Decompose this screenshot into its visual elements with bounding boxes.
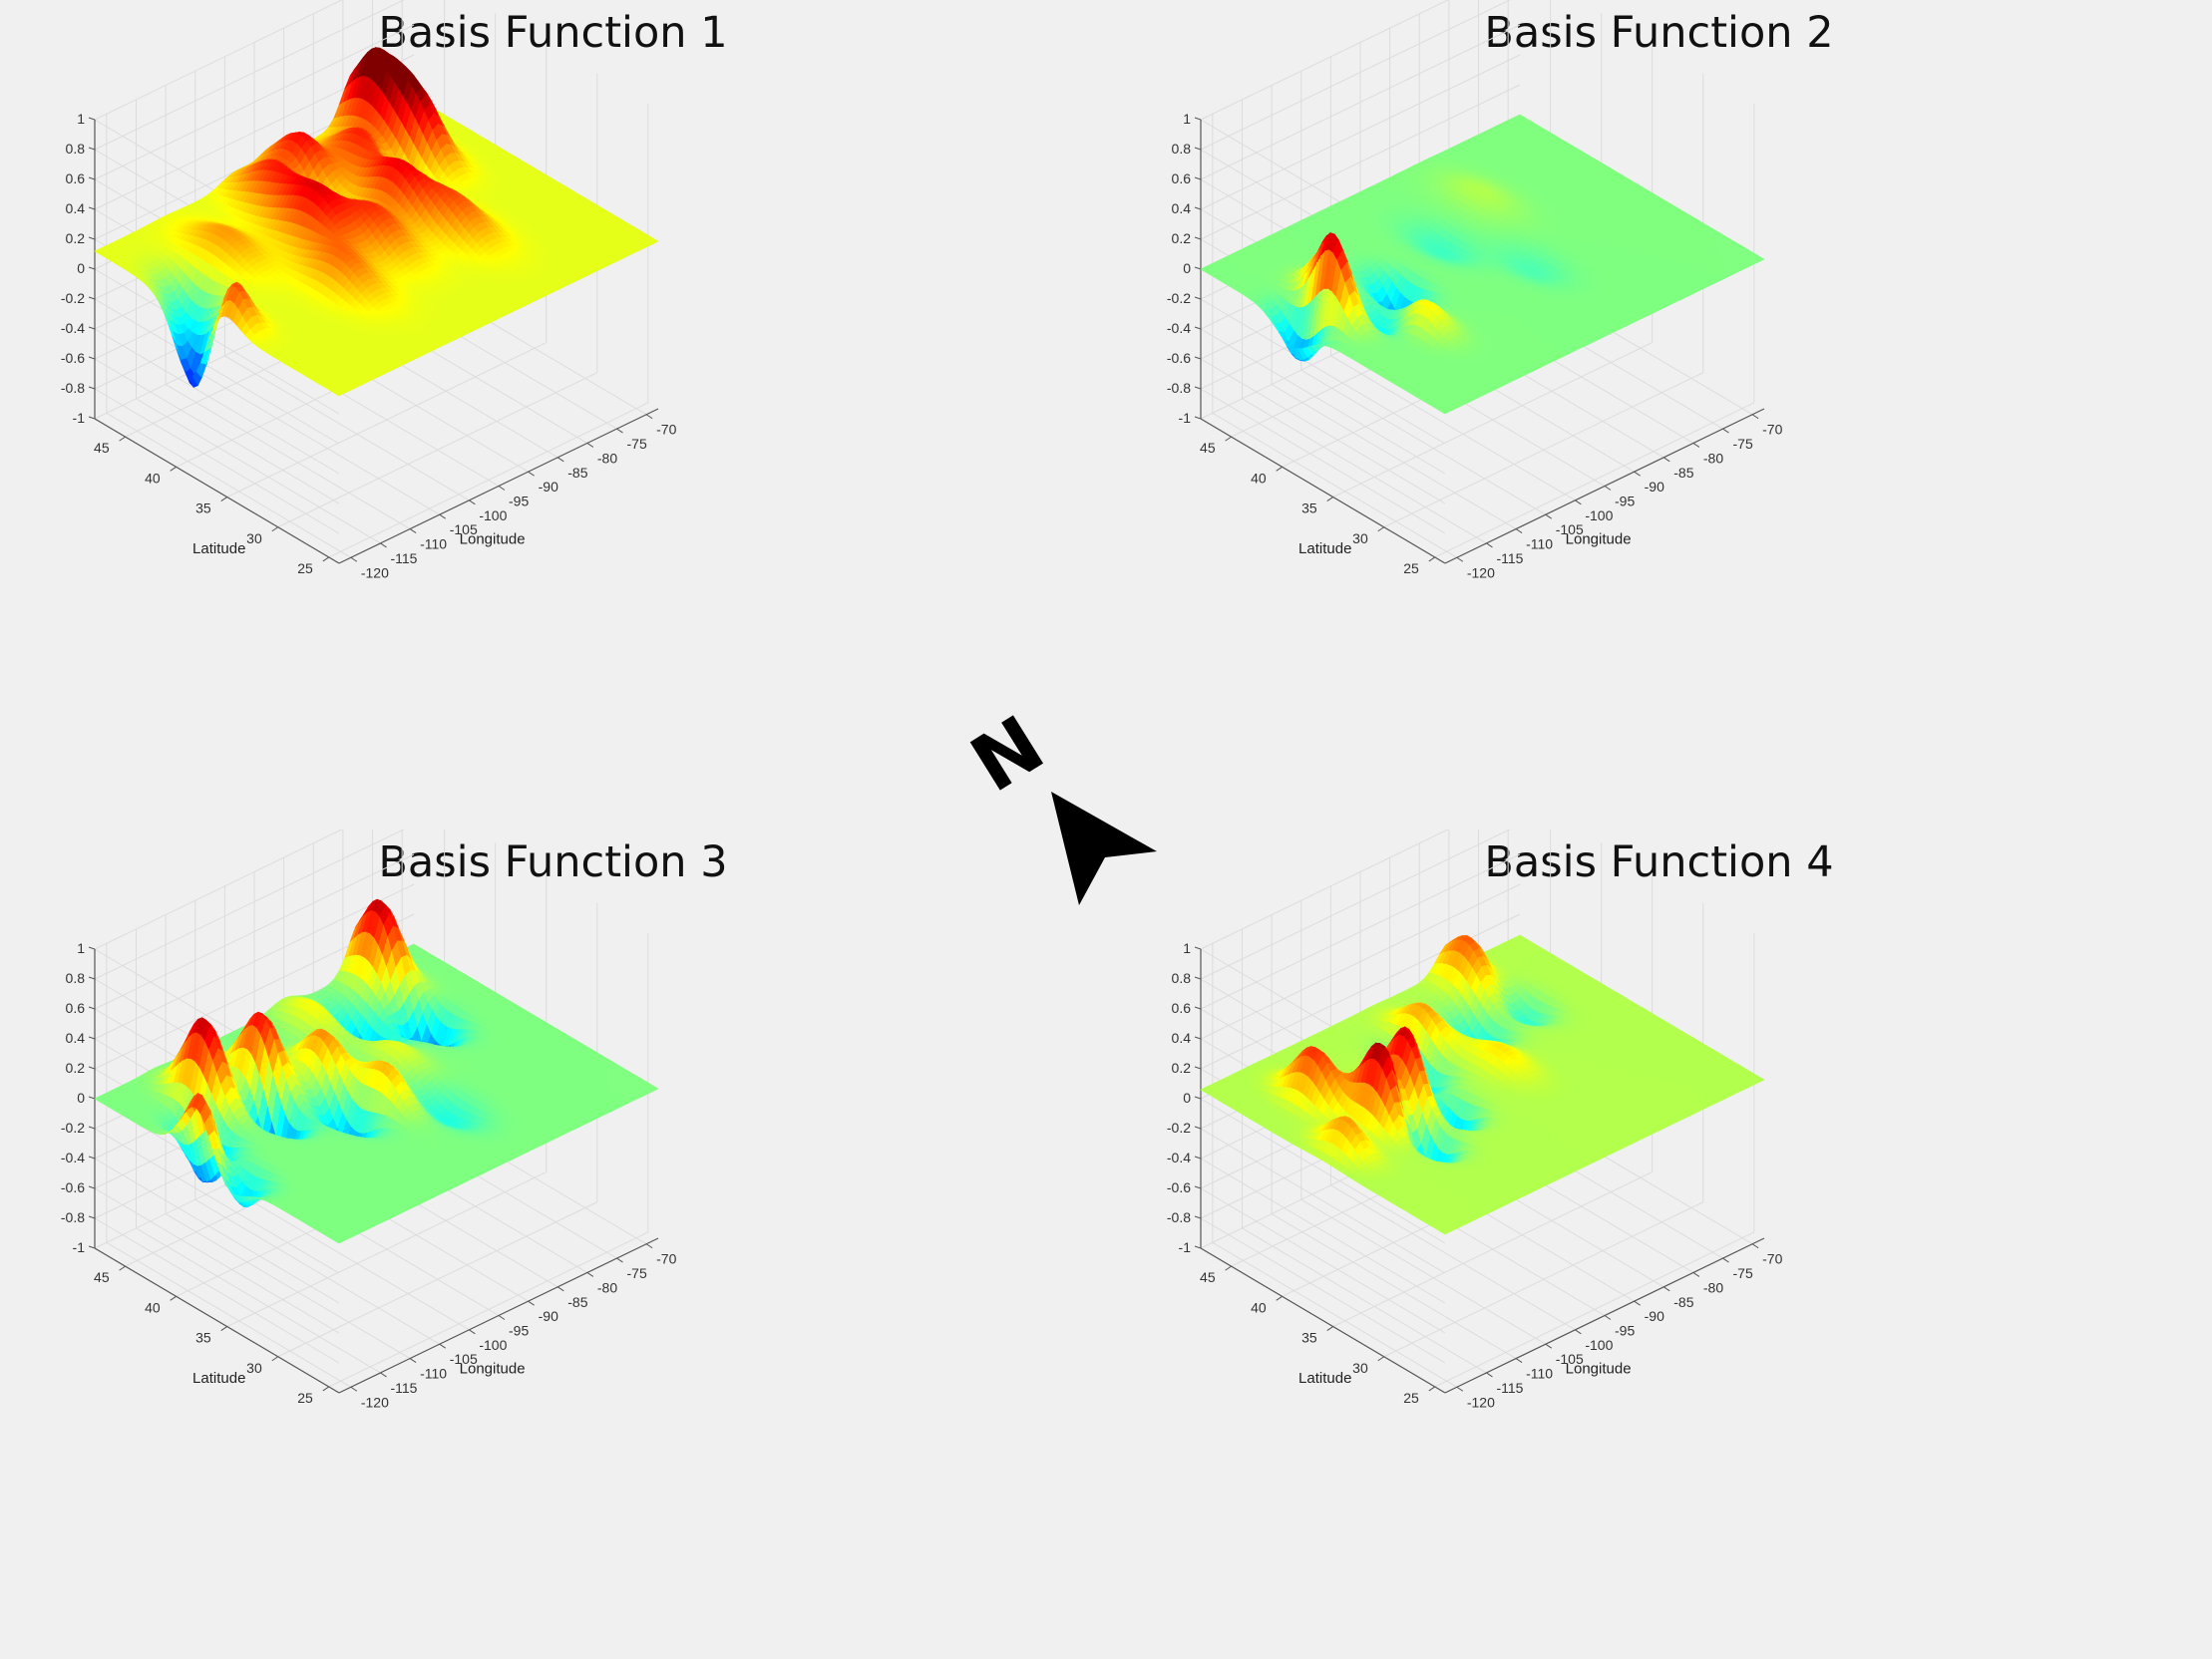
surface xyxy=(1200,114,1765,415)
z-tick-label: -0.8 xyxy=(61,380,85,396)
x-tick-label: -90 xyxy=(1645,479,1664,495)
surface-plot: -120-115-110-105-100-95-90-85-80-75-7025… xyxy=(1167,0,1783,580)
y-axis-label: Latitude xyxy=(192,540,245,557)
surface-plot: -120-115-110-105-100-95-90-85-80-75-7025… xyxy=(61,0,677,580)
z-tick-label: 1 xyxy=(1183,111,1191,127)
y-axis xyxy=(1200,418,1446,564)
x-tick-label: -110 xyxy=(420,536,447,552)
subplot-1: Basis Function 1 -120 -115 -110 -105 -100 -95-… xyxy=(0,0,1106,830)
z-tick-label: 0.2 xyxy=(1172,230,1192,246)
subplot-2: Basis Function 2 -120 -115 -110 -105 -100 -95-… xyxy=(1106,0,2212,830)
x-tick-label: -75 xyxy=(1733,436,1753,452)
x-tick-label: -115 xyxy=(1496,550,1523,566)
x-tick-label: -100 xyxy=(1585,507,1613,523)
x-tick-label: -105 xyxy=(450,521,478,537)
z-tick-label: 0.8 xyxy=(66,141,86,157)
z-tick-label: 0.8 xyxy=(1172,141,1192,157)
y-tick-label: 30 xyxy=(246,530,262,546)
y-tick-label: 35 xyxy=(1301,500,1317,516)
x-tick-label: -95 xyxy=(509,494,529,509)
y-tick-label: 30 xyxy=(1352,530,1368,546)
y-tick-label: 45 xyxy=(94,440,110,456)
y-tick-label: 40 xyxy=(1251,470,1267,486)
surface-patch xyxy=(647,238,659,244)
z-tick-label: 0 xyxy=(1183,260,1191,276)
x-tick-label: -120 xyxy=(1467,564,1495,580)
x-tick-label: -75 xyxy=(627,436,647,452)
z-tick-label: 0.6 xyxy=(66,170,86,186)
z-tick-label: 0.2 xyxy=(66,230,86,246)
x-tick-label: -90 xyxy=(539,479,558,495)
x-tick-label: -85 xyxy=(567,465,587,481)
x-tick-label: -95 xyxy=(1615,494,1635,509)
z-tick-label: -0.8 xyxy=(1167,380,1191,396)
x-tick-label: -115 xyxy=(390,550,417,566)
y-tick-label: 40 xyxy=(145,470,161,486)
x-tick-label: -70 xyxy=(1762,422,1782,438)
z-tick-label: -0.6 xyxy=(1167,350,1191,366)
x-tick-label: -80 xyxy=(597,450,617,466)
y-tick-label: 45 xyxy=(1200,440,1216,456)
y-axis-label: Latitude xyxy=(1298,540,1351,557)
y-tick-label: 25 xyxy=(297,560,313,576)
y-tick-label: 35 xyxy=(195,500,211,516)
x-tick-label: -120 xyxy=(361,564,389,580)
z-tick-label: -0.4 xyxy=(61,320,85,336)
x-tick-label: -85 xyxy=(1673,465,1693,481)
chart-title: Basis Function 1 xyxy=(378,8,728,58)
z-tick-label: 0.4 xyxy=(66,200,86,216)
z-tick-label: 1 xyxy=(77,111,85,127)
y-tick-label: 25 xyxy=(1403,560,1419,576)
z-tick-label: -0.4 xyxy=(1167,320,1191,336)
x-axis-label: Longitude xyxy=(460,531,526,548)
z-tick-label: -1 xyxy=(1179,410,1192,426)
x-axis-label: Longitude xyxy=(1566,531,1632,548)
z-tick-label: -0.2 xyxy=(1167,290,1191,306)
z-tick-label: -0.2 xyxy=(61,290,85,306)
z-tick-label: 0.4 xyxy=(1172,200,1192,216)
surface xyxy=(94,47,659,397)
x-tick-label: -105 xyxy=(1556,521,1584,537)
z-tick-label: -0.6 xyxy=(61,350,85,366)
z-tick-label: 0 xyxy=(77,260,85,276)
x-tick-label: -110 xyxy=(1526,536,1553,552)
chart-title: Basis Function 2 xyxy=(1484,8,1834,58)
z-tick-label: -1 xyxy=(73,410,86,426)
x-tick-label: -70 xyxy=(656,422,676,438)
y-axis xyxy=(94,418,340,564)
x-tick-label: -80 xyxy=(1703,450,1723,466)
x-tick-label: -100 xyxy=(479,507,507,523)
z-tick-label: 0.6 xyxy=(1172,170,1192,186)
